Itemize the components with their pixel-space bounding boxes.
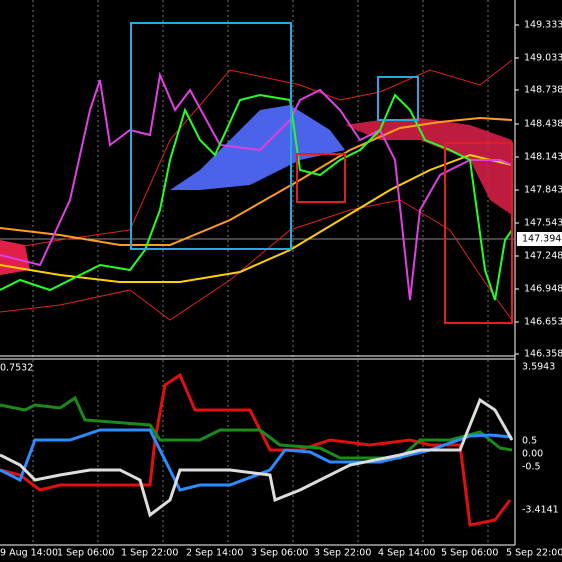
- indicator-label: -0.5: [522, 462, 541, 473]
- time-label: 1 Sep 22:00: [121, 548, 178, 559]
- zone-box: [444, 142, 513, 324]
- band: [0, 59, 513, 251]
- zone-box: [296, 153, 346, 203]
- price-label: 146.358: [524, 349, 562, 360]
- price-label: 148.738: [524, 85, 562, 96]
- price-label: 147.543: [524, 218, 562, 229]
- time-label: 5 Sep 06:00: [441, 548, 498, 559]
- price-label: 146.948: [524, 284, 562, 295]
- cloud: [170, 105, 345, 190]
- time-label: 2 Sep 14:00: [186, 548, 243, 559]
- labels: 149.333 149.033 148.738 148.438 148.143 147.8…: [0, 20, 562, 559]
- price-label: 148.143: [524, 152, 562, 163]
- time-label: 5 Sep 22:00: [506, 548, 562, 559]
- moving-average: [0, 116, 513, 246]
- time-label: 3 Sep 06:00: [251, 548, 308, 559]
- zone-box: [130, 22, 292, 250]
- time-label: 1 Sep 06:00: [57, 548, 114, 559]
- time-label: 9 Aug 14:00: [0, 548, 58, 559]
- indicator-label: 0.5: [522, 436, 537, 447]
- current-price-box: [517, 232, 562, 246]
- oscillator-line: [0, 71, 513, 301]
- indicator-line: [0, 372, 512, 527]
- time-label: 4 Sep 14:00: [378, 548, 435, 559]
- price-label: 148.438: [524, 119, 562, 130]
- indicator-value: 0.7532: [0, 363, 33, 374]
- price-label: 147.248: [524, 251, 562, 262]
- price-label: 149.333: [524, 20, 562, 31]
- price-label: 146.653: [524, 317, 562, 328]
- indicator-line: [0, 397, 514, 518]
- time-label: 3 Sep 22:00: [314, 548, 371, 559]
- zone-box: [377, 76, 419, 121]
- grid: [32, 0, 489, 545]
- price-label: 147.843: [524, 185, 562, 196]
- indicator-line: [0, 395, 513, 460]
- indicator-label: 0.00: [522, 449, 543, 460]
- price-label: 149.033: [524, 53, 562, 64]
- indicator-label: -3.4141: [522, 505, 559, 516]
- indicator-label: 3.5943: [522, 362, 555, 373]
- current-price: 147.394: [522, 234, 561, 245]
